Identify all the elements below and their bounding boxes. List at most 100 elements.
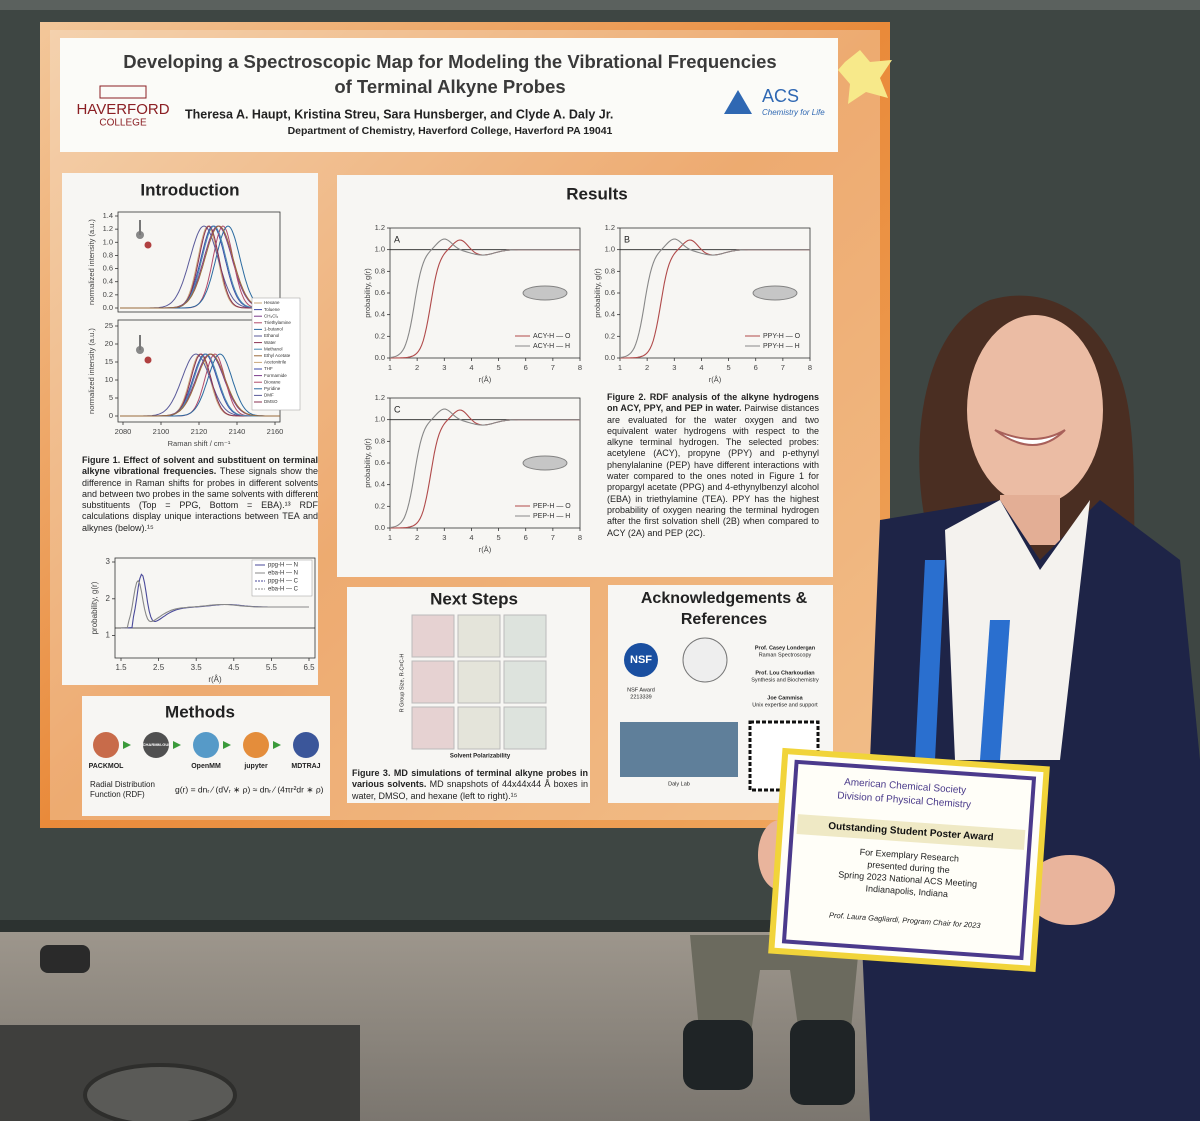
legend-box	[251, 559, 313, 597]
y-tick-label: 0.6	[103, 264, 113, 273]
rdf-curve	[389, 238, 580, 359]
y-tick-label: 1.4	[103, 211, 113, 220]
y-tick-label: 0.8	[103, 250, 113, 259]
legend-label: Hexane	[264, 300, 280, 305]
nsf-logo	[624, 643, 658, 677]
legend-label: DMF	[264, 393, 274, 398]
section-heading: Next Steps	[430, 589, 518, 608]
legend-label: Triethylamine	[264, 320, 291, 325]
rdf-label: Radial Distribution	[90, 780, 155, 789]
rdf-curve	[120, 579, 309, 629]
nsf-award: NSF Award	[627, 687, 655, 693]
x-tick-label: 5.5	[266, 663, 278, 672]
face	[967, 315, 1103, 505]
tool-logo	[193, 732, 219, 758]
plot-frame	[114, 557, 316, 659]
section-heading: Introduction	[140, 180, 239, 199]
y-tick-label: 1	[106, 631, 111, 640]
x-tick-label: 1.5	[115, 663, 127, 672]
y-tick-label: 1.0	[375, 245, 385, 254]
tool-logo	[143, 732, 169, 758]
legend-label: Formamide	[264, 373, 287, 378]
x-tick-label: 7	[781, 363, 785, 372]
sticky-star	[838, 50, 892, 104]
figure-1-caption: Figure 1. Effect of solvent and substitu…	[82, 455, 318, 534]
x-axis-label: r(Å)	[479, 545, 492, 554]
haverford-logo: HAVERFORD	[76, 101, 169, 118]
x-tick-label: 2140	[229, 427, 246, 436]
y-axis-label: probability, g(r)	[363, 268, 372, 318]
x-tick-label: 3	[672, 363, 676, 372]
legend-label: CH₂Cl₂	[264, 313, 278, 318]
caption-bold: Figure 2. RDF analysis of the alkyne hyd…	[607, 392, 819, 414]
person-name: Prof. Lou Charkoudian	[755, 670, 815, 676]
y-tick-label: 2	[106, 594, 111, 603]
md-snapshot	[411, 706, 455, 750]
y-tick-label: 1.2	[103, 224, 113, 233]
md-snapshot	[503, 660, 547, 704]
y-tick-label: 10	[105, 375, 113, 384]
y-axis-label: R Group Size, R-C≡C-H	[399, 654, 405, 713]
x-tick-label: 2160	[267, 427, 284, 436]
x-tick-label: 3.5	[191, 663, 203, 672]
y-tick-label: 0.2	[375, 331, 385, 340]
bystander-legs	[690, 935, 860, 1040]
y-tick-label: 0.4	[375, 310, 385, 319]
legend-label: ppg-H — N	[268, 563, 298, 569]
molecule-atom	[144, 356, 152, 364]
y-tick-label: 1.2	[375, 223, 385, 232]
x-axis-label: r(Å)	[479, 375, 492, 384]
section-heading: Methods	[165, 702, 235, 721]
md-snapshot	[411, 660, 455, 704]
tool-logo	[293, 732, 319, 758]
legend-label: PEP-H — O	[533, 503, 571, 510]
shirt	[945, 500, 1090, 760]
legend-label: Ethyl Acetate	[264, 353, 291, 358]
y-tick-label: 0.8	[375, 266, 385, 275]
y-tick-label: 0.2	[375, 501, 385, 510]
y-axis-label: probability, g(r)	[363, 438, 372, 488]
tool-label: OpenMM	[191, 763, 221, 770]
md-snapshot	[457, 614, 501, 658]
x-tick-label: 2.5	[153, 663, 165, 672]
legend-label: Dioxane	[264, 379, 281, 384]
floor-hatch	[83, 1063, 237, 1121]
x-tick-label: 8	[578, 363, 582, 372]
section-heading: Acknowledgements &	[641, 590, 808, 607]
x-tick-label: 4.5	[228, 663, 240, 672]
x-tick-label: 5	[496, 533, 500, 542]
x-tick-label: 1	[388, 363, 392, 372]
spectrum-curve	[120, 353, 280, 417]
tool-label: jupyter	[243, 763, 268, 770]
y-tick-label: 0.6	[375, 458, 385, 467]
y-axis-label: probability, g(r)	[90, 581, 99, 634]
board-edge	[0, 0, 1200, 10]
award-banner	[796, 814, 1026, 850]
y-tick-label: 1.2	[375, 393, 385, 402]
smile	[994, 429, 1066, 446]
caption-text: MD snapshots of 44x44x44 Å boxes in wate…	[352, 779, 588, 801]
y-tick-label: 1.0	[605, 245, 615, 254]
y-tick-label: 1.2	[605, 223, 615, 232]
legend-label: PEP-H — H	[533, 513, 570, 520]
x-tick-label: 1	[388, 533, 392, 542]
acs-logo: ACS	[762, 86, 799, 106]
poster-header	[60, 38, 838, 152]
photo-label: Daly Lab	[668, 781, 690, 787]
legend-label: PPY-H — O	[763, 333, 801, 340]
md-snapshot	[503, 706, 547, 750]
x-tick-label: 4	[469, 533, 473, 542]
x-tick-label: 6	[754, 363, 758, 372]
award-inner-frame	[781, 759, 1037, 961]
x-axis-label: r(Å)	[208, 675, 222, 684]
nsf-logo-text: NSF	[630, 654, 652, 666]
x-axis-label: r(Å)	[709, 375, 722, 384]
y-axis-label: probability, g(r)	[593, 268, 602, 318]
y-tick-label: 0.0	[103, 303, 113, 312]
tool-label: PACKMOL	[89, 763, 125, 770]
md-snapshot	[503, 614, 547, 658]
